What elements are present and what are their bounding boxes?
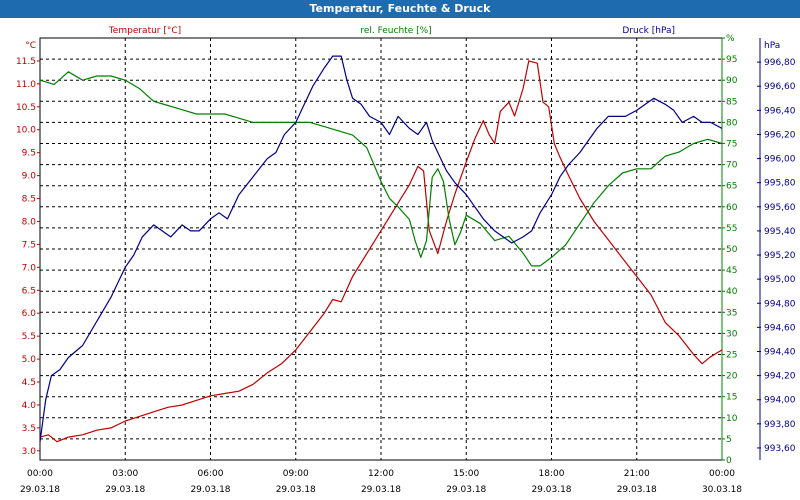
mid-axis-tick: 85 xyxy=(726,97,737,107)
left-axis-tick: 6.5 xyxy=(22,286,36,296)
left-axis-tick: 11.0 xyxy=(16,80,36,90)
mid-axis-tick: 80 xyxy=(726,118,738,128)
right-axis-tick: 995,00 xyxy=(764,275,796,285)
x-tick-time: 00:00 xyxy=(27,469,53,479)
x-tick-date: 29.03.18 xyxy=(190,485,230,495)
right-axis-tick: 995,80 xyxy=(764,179,796,189)
x-tick-time: 09:00 xyxy=(283,469,309,479)
right-axis-tick: 995,20 xyxy=(764,251,796,261)
mid-axis-tick: 50 xyxy=(726,245,738,255)
x-tick-date: 29.03.18 xyxy=(617,485,657,495)
mid-axis-tick: 70 xyxy=(726,161,738,171)
mid-axis-tick: 55 xyxy=(726,224,737,234)
left-axis-tick: 3.5 xyxy=(22,424,36,434)
x-tick-date: 29.03.18 xyxy=(531,485,571,495)
left-axis-tick: 6.0 xyxy=(22,309,37,319)
right-axis-tick: 995,60 xyxy=(764,203,796,213)
mid-axis-tick: 25 xyxy=(726,351,737,361)
right-axis-tick: 994,40 xyxy=(764,347,796,357)
left-axis-tick: 10.0 xyxy=(16,126,36,136)
right-axis-tick: 996,20 xyxy=(764,130,796,140)
right-axis-tick: 994,00 xyxy=(764,396,796,406)
series-line-mid xyxy=(39,71,723,267)
mid-axis-tick: 5 xyxy=(726,435,732,445)
x-tick-time: 21:00 xyxy=(624,469,650,479)
left-axis-tick: 4.0 xyxy=(22,401,37,411)
right-axis-tick: 995,40 xyxy=(764,227,796,237)
right-axis-tick: 993,80 xyxy=(764,420,796,430)
mid-axis-tick: 90 xyxy=(726,76,738,86)
x-tick-date: 29.03.18 xyxy=(446,485,486,495)
x-tick-time: 03:00 xyxy=(112,469,138,479)
x-tick-date: 29.03.18 xyxy=(276,485,316,495)
right-axis-tick: 994,60 xyxy=(764,323,796,333)
mid-axis-tick: 75 xyxy=(726,140,737,150)
legend-label-mid: rel. Feuchte [%] xyxy=(360,26,431,36)
left-axis-tick: 3.0 xyxy=(22,447,37,457)
x-tick-time: 15:00 xyxy=(453,469,479,479)
left-axis-tick: 10.5 xyxy=(16,103,36,113)
mid-axis-tick: 45 xyxy=(726,266,737,276)
mid-axis-tick: 95 xyxy=(726,55,737,65)
x-tick-date: 29.03.18 xyxy=(105,485,145,495)
left-axis-tick: 8.5 xyxy=(22,195,36,205)
chart-title-bar: Temperatur, Feuchte & Druck xyxy=(0,0,800,18)
right-axis-tick: 996,80 xyxy=(764,58,796,68)
mid-axis-tick: 65 xyxy=(726,182,737,192)
left-axis-tick: 9.0 xyxy=(22,172,37,182)
right-axis-tick: 994,80 xyxy=(764,299,796,309)
mid-axis-tick: % xyxy=(726,34,735,44)
mid-axis-tick: 15 xyxy=(726,393,737,403)
right-axis-tick: 996,40 xyxy=(764,106,796,116)
x-tick-time: 00:00 xyxy=(709,469,735,479)
x-tick-time: 12:00 xyxy=(368,469,394,479)
right-axis-tick: 996,00 xyxy=(764,155,796,165)
left-axis-tick: 5.5 xyxy=(22,332,36,342)
mid-axis-tick: 35 xyxy=(726,308,737,318)
x-tick-date: 29.03.18 xyxy=(361,485,401,495)
x-tick-time: 06:00 xyxy=(198,469,224,479)
left-axis-tick: 4.5 xyxy=(22,378,36,388)
left-axis-tick: 7.5 xyxy=(22,240,36,250)
right-axis-tick: 996,60 xyxy=(764,82,796,92)
x-tick-date: 30.03.18 xyxy=(702,485,742,495)
right-axis-tick: 993,60 xyxy=(764,444,796,454)
legend-label-right: Druck [hPa] xyxy=(622,26,675,36)
left-axis-tick: 11.5 xyxy=(16,57,36,67)
x-tick-date: 29.03.18 xyxy=(20,485,60,495)
mid-axis-tick: 30 xyxy=(726,329,738,339)
series-line-left xyxy=(39,60,723,443)
right-axis-unit: hPa xyxy=(764,41,780,51)
right-axis-tick: 994,20 xyxy=(764,372,796,382)
series-line-right xyxy=(39,55,723,442)
mid-axis-tick: 10 xyxy=(726,414,738,424)
left-axis-tick: 8.0 xyxy=(22,217,37,227)
legend-label-left: Temperatur [°C] xyxy=(108,26,181,36)
chart-title: Temperatur, Feuchte & Druck xyxy=(309,2,491,15)
x-tick-time: 18:00 xyxy=(539,469,565,479)
left-axis-tick: 7.0 xyxy=(22,263,37,273)
left-axis-tick: 9.5 xyxy=(22,149,36,159)
mid-axis-tick: 40 xyxy=(726,287,738,297)
mid-axis-tick: 60 xyxy=(726,203,738,213)
mid-axis-tick: 0 xyxy=(726,456,732,466)
left-axis-unit: °C xyxy=(25,41,36,51)
mid-axis-tick: 20 xyxy=(726,372,738,382)
left-axis-tick: 5.0 xyxy=(22,355,37,365)
